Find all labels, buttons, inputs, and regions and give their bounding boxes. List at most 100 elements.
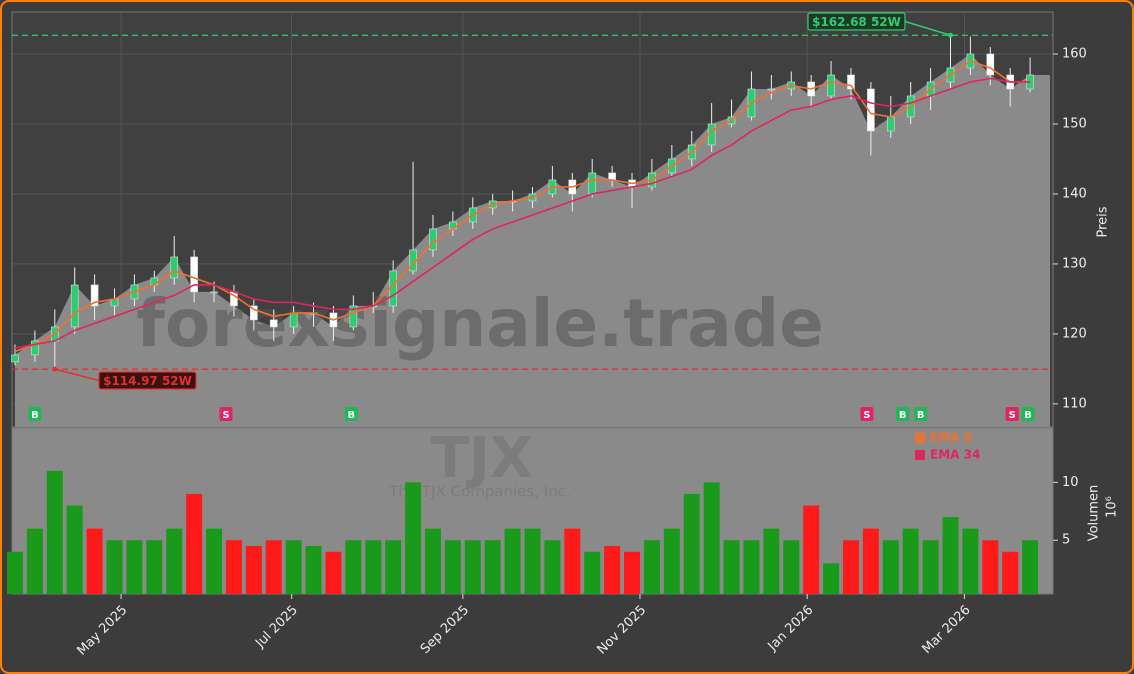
signal-marker <box>219 407 233 421</box>
volume-bar <box>942 517 959 594</box>
volume-bar <box>305 545 322 594</box>
volume-bar <box>544 540 561 594</box>
volume-bar <box>763 528 780 594</box>
signal-label: B <box>31 410 39 421</box>
signal-marker <box>914 407 928 421</box>
signal-label: B <box>1024 410 1032 421</box>
volume-bar <box>962 528 979 594</box>
volume-tick-label: 10 <box>1062 475 1079 490</box>
volume-bar <box>365 540 382 594</box>
volume-bar <box>663 528 680 594</box>
volume-unit: 10⁶ <box>1105 496 1120 518</box>
annotation-head <box>947 32 953 38</box>
company-watermark: The TJX Companies, Inc. <box>388 483 570 501</box>
volume-bar <box>504 528 521 594</box>
candle-body <box>608 172 616 181</box>
y-tick-label: 110 <box>1062 396 1087 411</box>
volume-bar <box>803 505 820 594</box>
volume-bar <box>862 528 879 594</box>
volume-bar <box>126 540 143 594</box>
candle-body <box>210 291 218 294</box>
signal-marker <box>344 407 358 421</box>
y-axis-label: Preis <box>1096 206 1111 237</box>
volume-bar <box>902 528 919 594</box>
volume-bar <box>703 482 720 594</box>
volume-bar <box>186 493 203 594</box>
annotation-head <box>52 366 58 372</box>
candle-body <box>867 88 875 132</box>
candle-body <box>31 340 39 356</box>
signal-marker <box>860 407 874 421</box>
volume-tick-label: 5 <box>1062 533 1070 548</box>
signal-label: S <box>222 410 229 421</box>
volume-bar <box>285 540 302 594</box>
volume-bar <box>444 540 461 594</box>
signal-marker <box>1021 407 1035 421</box>
y-tick-label: 160 <box>1062 46 1087 61</box>
candle-body <box>886 116 895 132</box>
candle-body <box>349 305 358 328</box>
candle-body <box>250 305 258 321</box>
volume-bar <box>206 528 223 594</box>
candle-body <box>190 256 198 293</box>
annotation-label: $162.68 52W <box>812 15 901 29</box>
volume-bar <box>783 540 800 594</box>
volume-bar <box>464 540 481 594</box>
y-tick-label: 130 <box>1062 256 1087 271</box>
signal-label: S <box>863 410 870 421</box>
volume-bar <box>564 528 581 594</box>
legend-label: EMA 34 <box>930 448 980 462</box>
volume-bar <box>225 540 242 594</box>
volume-bar <box>683 493 700 594</box>
volume-bar <box>982 540 999 594</box>
volume-bar <box>405 482 422 594</box>
watermark: forexsignale.trade <box>136 285 824 362</box>
volume-bar <box>584 551 601 594</box>
volume-bar <box>424 528 441 594</box>
candle-body <box>170 256 179 279</box>
candle-body <box>90 284 99 307</box>
volume-axis-label: Volumen <box>1087 485 1102 542</box>
volume-bar <box>26 528 43 594</box>
annotation-label: $114.97 52W <box>103 374 192 388</box>
volume-bar <box>265 540 282 594</box>
volume-bar <box>106 540 123 594</box>
signal-marker <box>1005 407 1019 421</box>
candle-body <box>11 354 19 363</box>
volume-bar <box>823 563 840 594</box>
volume-bar <box>385 540 402 594</box>
candle-body <box>289 312 298 328</box>
volume-bar <box>86 528 103 594</box>
volume-bar <box>1022 540 1039 594</box>
y-tick-label: 140 <box>1062 186 1087 201</box>
volume-bar <box>6 551 23 594</box>
candle-body <box>70 284 79 328</box>
signal-marker <box>28 407 42 421</box>
volume-bar <box>922 540 939 594</box>
volume-bar <box>604 545 621 594</box>
signal-label: S <box>1009 410 1016 421</box>
signal-label: B <box>917 410 925 421</box>
ticker-watermark: TJX <box>431 426 533 491</box>
volume-bar <box>325 551 342 594</box>
annotation-box <box>98 371 197 390</box>
volume-bar <box>46 470 63 594</box>
volume-bar <box>524 528 541 594</box>
candle-body <box>847 74 855 90</box>
volume-bar <box>624 551 641 594</box>
volume-bar <box>1002 551 1019 594</box>
ema-line <box>14 77 1031 349</box>
volume-bar <box>245 545 262 594</box>
y-tick-label: 150 <box>1062 116 1087 131</box>
y-tick-label: 120 <box>1062 326 1087 341</box>
signal-label: B <box>348 410 356 421</box>
candle-body <box>827 74 835 97</box>
volume-bar <box>66 505 83 594</box>
candle-body <box>588 172 597 195</box>
annotation-box <box>807 12 906 31</box>
candle-body <box>429 228 437 251</box>
volume-bar <box>345 540 362 594</box>
signal-label: B <box>899 410 907 421</box>
volume-bar <box>882 540 899 594</box>
